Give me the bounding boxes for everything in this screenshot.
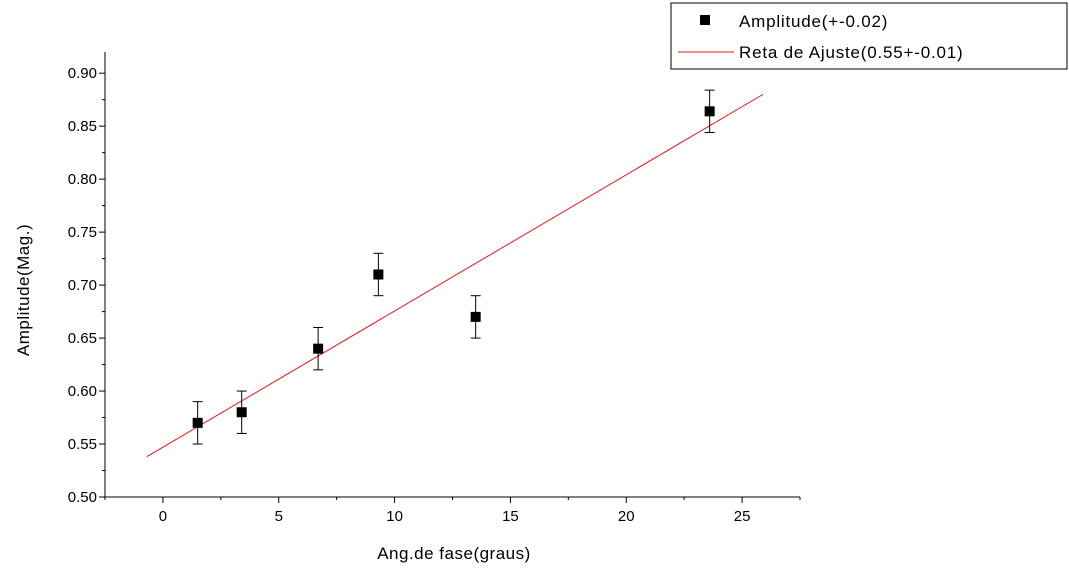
data-point <box>704 89 715 134</box>
point-marker <box>236 407 247 418</box>
data-point <box>236 390 247 434</box>
legend-box <box>670 2 1068 70</box>
x-tick-label: 25 <box>734 508 751 525</box>
legend: Amplitude(+-0.02) Reta de Ajuste(0.55+-0… <box>670 2 1068 70</box>
fit-line-layer <box>146 93 764 458</box>
y-tick-label: 0.70 <box>68 277 97 294</box>
legend-label-fit: Reta de Ajuste(0.55+-0.01) <box>739 43 963 62</box>
x-axis-title: Ang.de fase(graus) <box>377 544 531 563</box>
point-marker <box>192 417 203 428</box>
data-point <box>192 401 203 445</box>
y-tick-label: 0.75 <box>68 224 97 241</box>
y-tick-label: 0.50 <box>68 489 97 506</box>
fit-line <box>146 93 764 458</box>
y-tick-label: 0.80 <box>68 171 97 188</box>
y-tick-label: 0.85 <box>68 118 97 135</box>
x-tick-label: 0 <box>159 508 167 525</box>
x-tick-label: 5 <box>275 508 283 525</box>
data-points-layer <box>192 89 715 445</box>
data-point <box>313 326 324 371</box>
point-marker <box>373 269 384 280</box>
axes: 0.50 0.55 0.60 0.65 0.70 0.75 0.80 0.85 0.90 0 5 10… <box>68 52 801 525</box>
y-axis-title: Amplitude(Mag.) <box>14 224 33 356</box>
point-marker <box>704 106 715 117</box>
x-tick-label: 15 <box>502 508 519 525</box>
point-marker <box>313 343 324 354</box>
legend-square-marker <box>700 15 710 25</box>
y-tick-label: 0.65 <box>68 330 97 347</box>
y-tick-label: 0.90 <box>68 65 97 82</box>
data-point <box>470 295 481 339</box>
x-tick-label: 10 <box>386 508 403 525</box>
legend-label-amplitude: Amplitude(+-0.02) <box>739 12 888 31</box>
point-marker <box>470 311 481 322</box>
y-tick-label: 0.60 <box>68 383 97 400</box>
y-tick-label: 0.55 <box>68 436 97 453</box>
x-tick-label: 20 <box>618 508 635 525</box>
data-point <box>373 252 384 297</box>
